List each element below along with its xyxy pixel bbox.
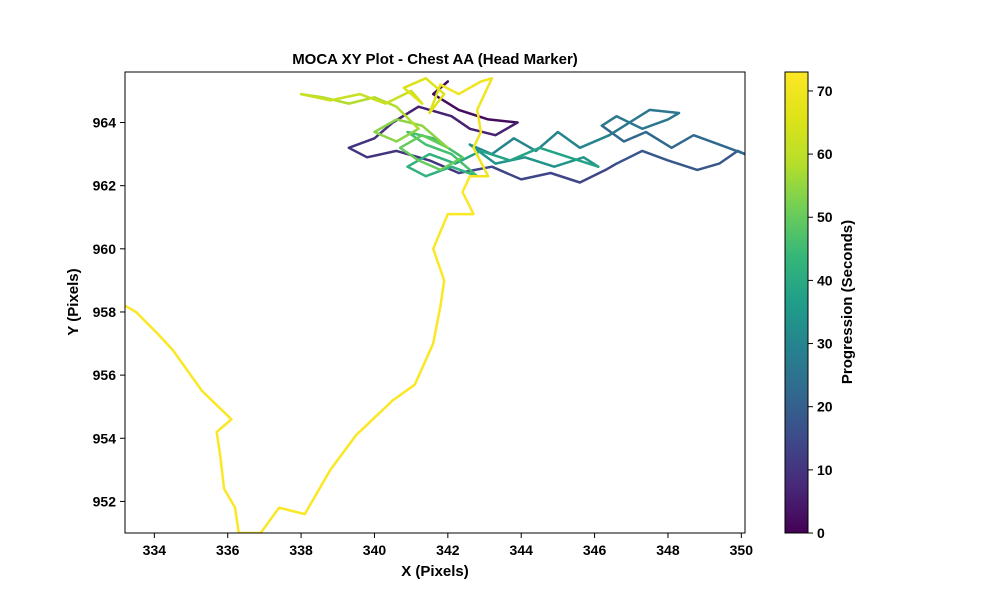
x-tick-label: 348 — [656, 542, 680, 558]
trajectory-segment-10 — [406, 152, 479, 178]
y-axis-label: Y (Pixels) — [65, 268, 82, 335]
trajectory-segment-3 — [457, 162, 618, 184]
data-layer — [125, 77, 745, 533]
trajectory-segment-16 — [402, 77, 446, 115]
x-axis-label: X (Pixels) — [401, 563, 469, 580]
x-tick-label: 340 — [363, 542, 387, 558]
trajectory-segment-5 — [600, 124, 745, 156]
colorbar-tick-label: 10 — [817, 462, 833, 478]
y-tick-label: 956 — [93, 367, 117, 383]
colorbar-tick-label: 70 — [817, 83, 833, 99]
colorbar-label: Progression (Seconds) — [839, 220, 856, 384]
x-tick-label: 346 — [583, 542, 607, 558]
trajectory-segment-2 — [347, 121, 461, 175]
trajectory-segment-13 — [373, 118, 450, 150]
y-tick-label: 954 — [93, 430, 117, 446]
colorbar-tick-label: 30 — [817, 336, 833, 352]
colorbar-tick-label: 50 — [817, 209, 833, 225]
trajectory-segment-17 — [439, 77, 494, 178]
trajectory-segment-8 — [468, 143, 600, 168]
y-axis-ticks: 952 954 956 958 960 962 964 — [93, 115, 125, 509]
trajectory-segment-12 — [398, 133, 464, 172]
trajectory-segment-15 — [299, 89, 424, 105]
trajectory-segment-14 — [299, 92, 420, 131]
y-tick-label: 964 — [93, 115, 117, 131]
x-tick-label: 350 — [730, 542, 754, 558]
colorbar-tick-label: 0 — [817, 525, 825, 541]
colorbar-tick-label: 20 — [817, 399, 833, 415]
colorbar — [784, 71, 809, 534]
plot-frame — [124, 71, 746, 534]
x-tick-label: 334 — [143, 542, 167, 558]
x-tick-label: 338 — [289, 542, 313, 558]
trajectory-segment-4 — [615, 149, 745, 172]
trajectory-segment-18 — [125, 174, 475, 533]
trajectory-segment-6 — [600, 108, 681, 137]
x-tick-label: 336 — [216, 542, 240, 558]
colorbar-ticks: 0 10 20 30 40 50 60 70 — [808, 83, 833, 541]
colorbar-tick-label: 40 — [817, 272, 833, 288]
colorbar-tick-label: 60 — [817, 146, 833, 162]
y-tick-label: 960 — [93, 241, 117, 257]
x-tick-label: 342 — [436, 542, 460, 558]
trajectory-segment-1 — [391, 105, 519, 137]
y-tick-label: 958 — [93, 304, 117, 320]
x-tick-label: 344 — [510, 542, 534, 558]
y-tick-label: 952 — [93, 493, 117, 509]
y-tick-label: 962 — [93, 178, 117, 194]
x-axis-ticks: 334 336 338 340 342 344 346 348 350 — [143, 533, 754, 558]
chart-title: MOCA XY Plot - Chest AA (Head Marker) — [292, 51, 578, 68]
